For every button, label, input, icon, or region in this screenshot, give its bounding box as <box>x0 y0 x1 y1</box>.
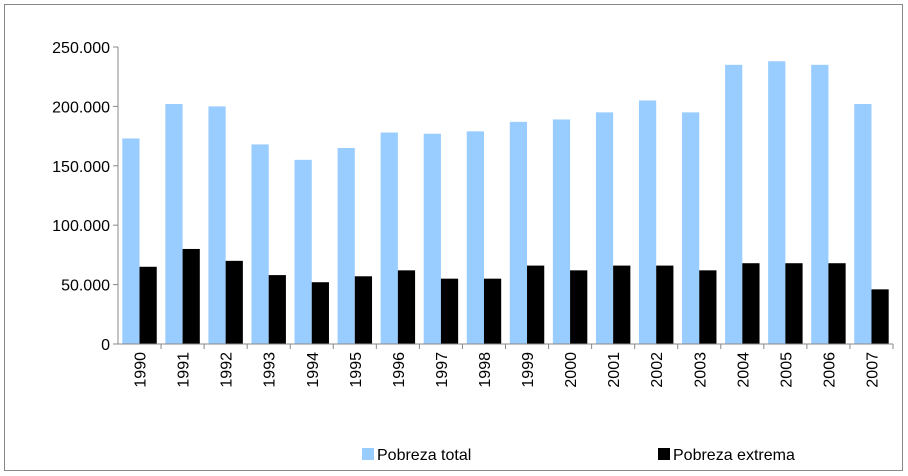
x-tick-label: 1994 <box>305 352 322 388</box>
bar <box>337 147 355 344</box>
bar <box>354 276 373 344</box>
y-tick-label: 150.000 <box>52 159 110 176</box>
legend-swatch <box>362 448 374 460</box>
bar <box>423 133 441 344</box>
bar <box>871 289 889 344</box>
bar <box>785 263 803 344</box>
x-tick-label: 1999 <box>520 352 537 388</box>
x-tick-label: 2007 <box>864 352 881 388</box>
y-tick-label: 0 <box>101 337 110 354</box>
bar <box>682 112 700 344</box>
bar <box>570 270 588 344</box>
x-tick-label: 2006 <box>821 352 838 388</box>
bar <box>122 138 140 344</box>
bar <box>742 263 760 344</box>
x-tick-label: 1990 <box>133 352 150 388</box>
bar <box>182 248 200 344</box>
bar <box>509 121 528 345</box>
bar <box>165 104 183 344</box>
x-tick-label: 2000 <box>563 352 580 388</box>
bar <box>268 275 286 344</box>
bar <box>768 61 786 344</box>
x-tick-label: 1991 <box>176 352 193 388</box>
bar <box>527 265 545 344</box>
legend-label: Pobreza total <box>377 447 471 464</box>
chart-border <box>4 4 903 471</box>
y-tick-label: 250.000 <box>52 40 110 57</box>
x-tick-label: 2003 <box>692 352 709 388</box>
x-tick-label: 2005 <box>778 352 795 388</box>
bar <box>811 64 829 344</box>
bar <box>440 278 459 344</box>
legend-label: Pobreza extrema <box>673 447 795 464</box>
bar <box>294 159 312 344</box>
bar <box>613 265 631 344</box>
bar <box>466 131 484 344</box>
x-tick-label: 1993 <box>262 352 279 388</box>
bar <box>656 265 674 344</box>
bar <box>595 112 614 344</box>
bar <box>552 119 571 344</box>
bar <box>311 282 329 344</box>
x-tick-label: 1992 <box>219 352 236 388</box>
bar <box>380 132 398 344</box>
bar <box>225 260 243 344</box>
bar <box>208 106 226 345</box>
x-tick-label: 1998 <box>477 352 494 388</box>
bar <box>725 64 743 344</box>
y-tick-label: 100.000 <box>52 218 110 235</box>
bar <box>699 270 717 344</box>
x-tick-label: 2004 <box>735 352 752 388</box>
bar <box>854 104 872 344</box>
bar <box>638 100 657 345</box>
bar <box>828 263 846 344</box>
x-tick-label: 1995 <box>348 352 365 388</box>
bar <box>397 270 416 344</box>
y-tick-label: 50.000 <box>61 278 110 295</box>
x-tick-label: 2002 <box>649 352 666 388</box>
legend-swatch <box>658 448 670 460</box>
x-tick-label: 2001 <box>606 352 623 388</box>
bar <box>139 266 157 344</box>
bar <box>251 144 269 344</box>
x-tick-label: 1997 <box>434 352 451 388</box>
y-tick-label: 200.000 <box>52 99 110 116</box>
bar <box>483 278 502 344</box>
x-tick-label: 1996 <box>391 352 408 388</box>
